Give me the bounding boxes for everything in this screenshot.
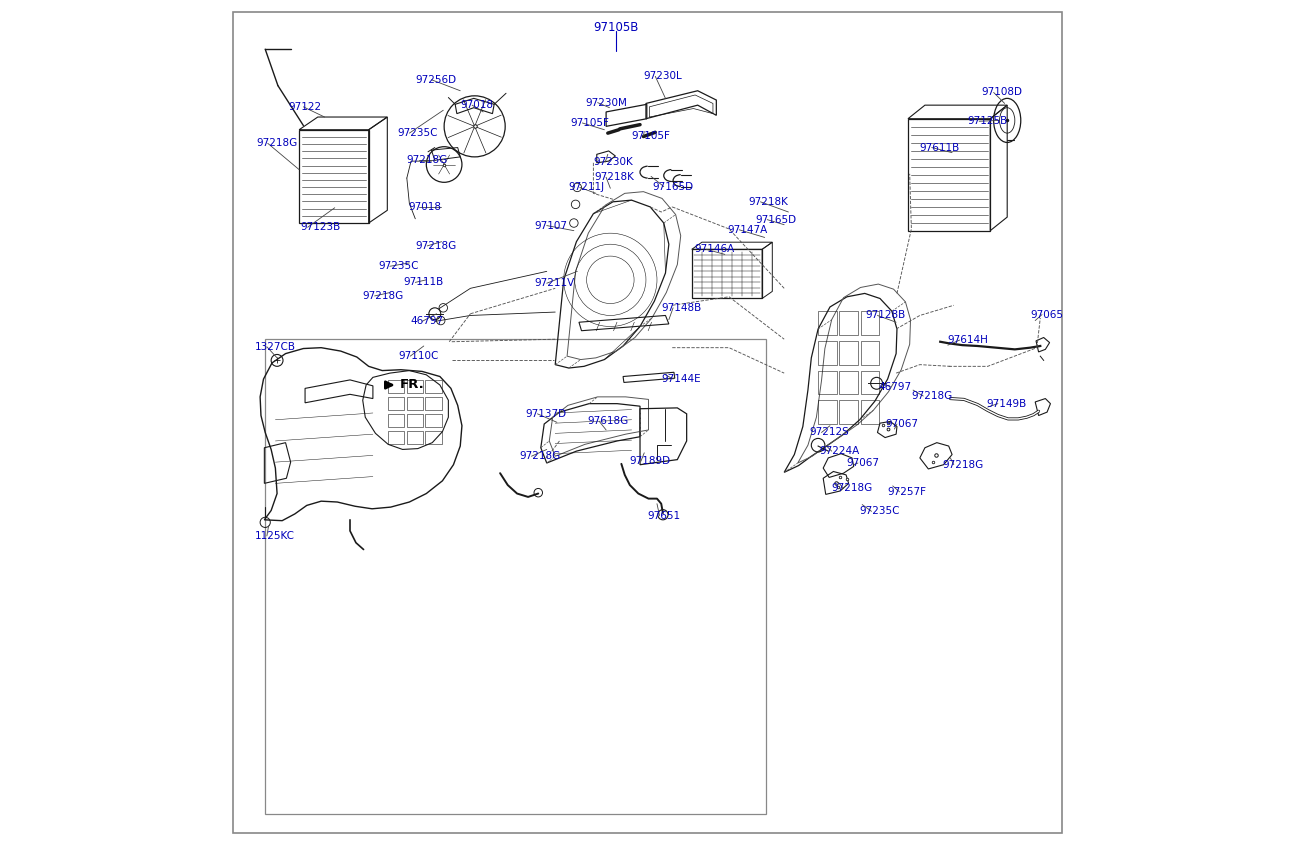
Text: 1125KC: 1125KC (256, 531, 294, 541)
Text: 97614H: 97614H (948, 335, 988, 345)
Text: 97105B: 97105B (594, 20, 639, 34)
Bar (388, 414, 405, 427)
Text: 97218G: 97218G (407, 155, 447, 165)
Text: 97651: 97651 (647, 510, 681, 521)
Bar (860, 341, 879, 365)
Text: 97256D: 97256D (415, 75, 457, 85)
Text: 97105F: 97105F (571, 118, 610, 128)
Text: 97110C: 97110C (398, 351, 438, 361)
Text: 97065: 97065 (1030, 310, 1064, 320)
Bar (818, 371, 837, 394)
Text: 97230L: 97230L (643, 71, 682, 81)
Text: 97211V: 97211V (534, 278, 575, 288)
Text: 97067: 97067 (885, 419, 918, 429)
Bar (388, 380, 405, 393)
Text: 97212S: 97212S (809, 427, 850, 438)
Text: 97146A: 97146A (694, 244, 734, 254)
Text: 97165D: 97165D (755, 215, 796, 225)
Text: 97067: 97067 (846, 458, 879, 468)
Bar (425, 397, 441, 410)
Text: 97107: 97107 (534, 220, 568, 231)
Bar (425, 380, 441, 393)
Text: 97018: 97018 (460, 100, 493, 110)
Text: 97148B: 97148B (661, 303, 702, 313)
Text: 97224A: 97224A (820, 446, 860, 456)
Bar (265, 339, 765, 814)
Text: 97125B: 97125B (968, 116, 1008, 126)
Text: 97235C: 97235C (377, 261, 419, 271)
Bar (691, 249, 763, 298)
Text: 97235C: 97235C (860, 506, 900, 516)
Bar (860, 400, 879, 424)
Text: 97257F: 97257F (887, 487, 926, 497)
Text: 97165D: 97165D (652, 181, 693, 192)
Bar (839, 341, 857, 365)
Bar (818, 341, 837, 365)
Text: 97189D: 97189D (629, 456, 671, 466)
Text: 97218G: 97218G (520, 451, 560, 461)
Text: 97128B: 97128B (865, 310, 905, 321)
Text: 97218G: 97218G (912, 391, 952, 401)
Text: 97218G: 97218G (415, 241, 457, 251)
Bar (860, 371, 879, 394)
Text: 97123B: 97123B (301, 222, 341, 232)
Text: 97122: 97122 (288, 102, 322, 112)
Text: 97230K: 97230K (594, 157, 633, 167)
Text: 97218K: 97218K (594, 172, 634, 182)
Text: 97147A: 97147A (728, 225, 768, 235)
Bar (407, 380, 423, 393)
Text: 97149B: 97149B (986, 399, 1026, 409)
Bar (388, 431, 405, 444)
Text: 97105F: 97105F (632, 131, 671, 141)
Text: 97218G: 97218G (942, 460, 983, 470)
Text: 97137D: 97137D (525, 409, 567, 419)
Bar (908, 119, 990, 231)
Bar (407, 431, 423, 444)
Bar (818, 311, 837, 335)
Bar (425, 431, 441, 444)
Bar (407, 414, 423, 427)
Text: 97211J: 97211J (568, 182, 604, 192)
Text: 97618G: 97618G (588, 416, 629, 427)
Bar (300, 130, 368, 223)
Text: FR.: FR. (399, 378, 425, 392)
Text: 97144E: 97144E (661, 374, 700, 384)
Text: 46797: 46797 (410, 316, 444, 326)
Text: 97611B: 97611B (920, 142, 960, 153)
Bar (839, 400, 857, 424)
Text: 97218K: 97218K (748, 197, 789, 207)
Text: 97218G: 97218G (363, 291, 403, 301)
Text: 97111B: 97111B (403, 277, 444, 287)
Text: 97218G: 97218G (257, 138, 298, 148)
Bar (425, 414, 441, 427)
Text: 1327CB: 1327CB (256, 342, 296, 352)
Text: 97108D: 97108D (982, 87, 1023, 98)
Bar (407, 397, 423, 410)
Text: 97235C: 97235C (397, 128, 438, 138)
Bar (839, 371, 857, 394)
Bar (860, 311, 879, 335)
Text: 97230M: 97230M (586, 98, 628, 108)
Text: 97218G: 97218G (831, 483, 873, 494)
Text: 97018: 97018 (409, 202, 441, 212)
Bar (818, 400, 837, 424)
Bar (839, 311, 857, 335)
Text: 46797: 46797 (878, 382, 912, 392)
Bar (388, 397, 405, 410)
